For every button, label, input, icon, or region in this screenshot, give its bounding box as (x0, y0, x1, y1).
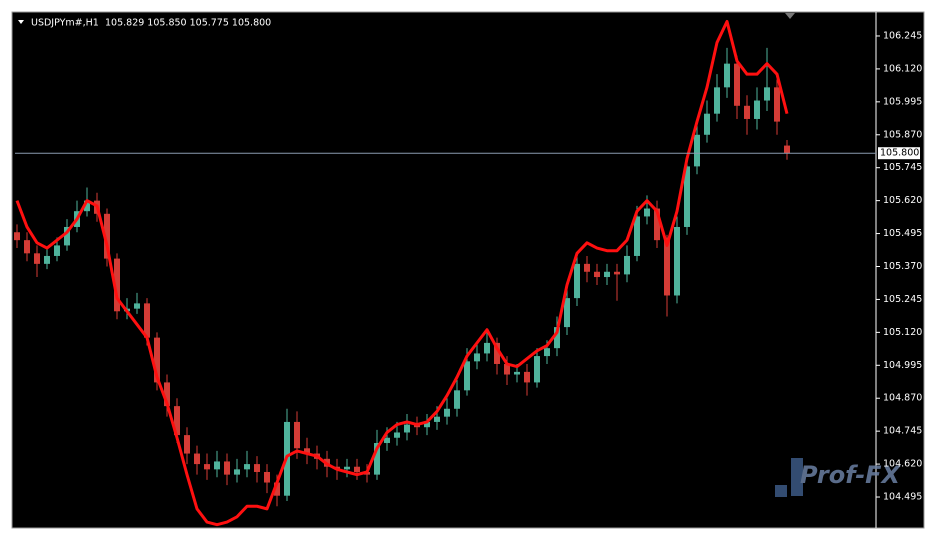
candle-body (514, 371, 520, 375)
candle-body (544, 348, 550, 357)
candle-body (14, 232, 20, 241)
quote: 105.829 105.850 105.775 105.800 (105, 18, 271, 29)
shift-marker (785, 13, 795, 19)
candle-body (114, 258, 120, 312)
candle-body (494, 342, 500, 364)
candle-body (214, 461, 220, 470)
candle-body (524, 371, 530, 383)
candle-body (294, 421, 300, 449)
menu-arrow (18, 20, 24, 24)
y-tick-label: 105.495 (883, 228, 922, 239)
candle-body (754, 100, 760, 119)
y-tick-label: 105.745 (883, 162, 922, 173)
candle-body (764, 87, 770, 101)
candle-body (724, 63, 730, 88)
candle-body (504, 363, 510, 375)
candle-body (654, 208, 660, 241)
current-price-box (878, 147, 920, 160)
candle-body (614, 271, 620, 275)
candle-body (784, 145, 790, 154)
candle-body (464, 361, 470, 391)
candle-body (204, 464, 210, 470)
candle-body (434, 416, 440, 422)
candle-body (664, 240, 670, 296)
candle-body (234, 469, 240, 475)
candle-body (164, 382, 170, 407)
candle-body (254, 464, 260, 472)
y-tick-label: 104.995 (883, 360, 922, 371)
candle-body (714, 87, 720, 114)
logo-block (775, 485, 787, 497)
candle-body (684, 166, 690, 227)
candle-body (144, 303, 150, 338)
y-tick-label: 104.870 (883, 393, 922, 404)
candle-body (174, 406, 180, 436)
watermark-logo: Prof-FX (775, 458, 902, 497)
candle-body (454, 390, 460, 409)
y-tick-label: 105.620 (883, 195, 922, 206)
candle-body (594, 271, 600, 278)
candle-body (534, 356, 540, 383)
candle-body (624, 255, 630, 275)
candle-body (24, 240, 30, 254)
candle-body (394, 432, 400, 438)
candle-body (704, 113, 710, 135)
candle-body (444, 408, 450, 417)
candle-body (134, 303, 140, 309)
candle-body (344, 466, 350, 470)
y-tick-label: 105.995 (883, 96, 922, 107)
symbol: USDJPYm#,H1 (31, 18, 99, 29)
current-price-label: 105.800 (880, 148, 919, 159)
watermark: Prof-FX (800, 461, 902, 489)
plot-area: 106.245 106.120 105.995 105.870 105.745 105.6… (14, 19, 922, 527)
candle-body (154, 337, 160, 383)
candle-body (244, 464, 250, 470)
candle-body (734, 63, 740, 106)
candle-body (674, 226, 680, 296)
candle-body (264, 471, 270, 483)
candle-body (774, 87, 780, 122)
candle-body (194, 453, 200, 465)
y-tick-label: 106.245 (883, 30, 922, 41)
candle-body (44, 255, 50, 264)
candle-body (584, 263, 590, 272)
candle-body (604, 271, 610, 278)
y-tick-label: 105.120 (883, 327, 922, 338)
y-tick-label: 104.745 (883, 426, 922, 437)
candle-body (104, 213, 110, 259)
candle-body (374, 443, 380, 475)
candle-body (404, 424, 410, 433)
candle-body (744, 105, 750, 119)
candle-body (354, 466, 360, 472)
candle-body (424, 421, 430, 428)
candle-body (384, 437, 390, 444)
y-tick-label: 104.495 (883, 492, 922, 503)
moving-average (15, 19, 789, 527)
candle-body (564, 298, 570, 328)
candle-body (574, 263, 580, 299)
candle-body (184, 435, 190, 454)
candle-body (274, 482, 280, 496)
y-tick-label: 104.620 (883, 459, 922, 470)
candle-body (54, 245, 60, 256)
candle-body (34, 253, 40, 264)
y-tick-label: 105.245 (883, 294, 922, 305)
candle-body (474, 353, 480, 362)
candle-body (224, 461, 230, 475)
y-tick-label: 106.120 (883, 63, 922, 74)
candle-body (484, 342, 490, 354)
candle-body (634, 216, 640, 256)
candle-body (554, 327, 560, 349)
candle-body (84, 200, 90, 212)
candle-body (304, 448, 310, 454)
y-tick-label: 105.370 (883, 261, 922, 272)
candle-body (694, 134, 700, 167)
logo-block (791, 458, 803, 496)
y-tick-label: 105.870 (883, 129, 922, 140)
candle-body (64, 226, 70, 246)
chart-background (11, 11, 925, 529)
candle-body (644, 208, 650, 217)
